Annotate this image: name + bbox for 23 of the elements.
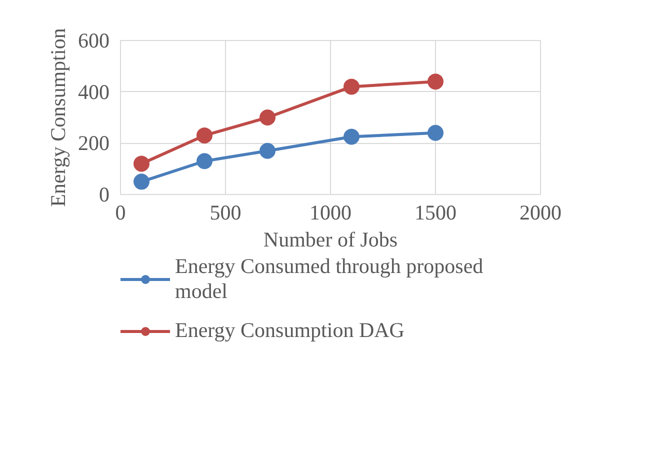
y-tick-label: 600 (78, 28, 110, 52)
point (344, 128, 360, 145)
legend-label: Energy Consumption DAG (175, 318, 404, 343)
x-tick-label: 1000 (310, 200, 352, 224)
legend-label: Energy Consumed through proposed model (175, 254, 484, 304)
x-axis-title: Number of Jobs (263, 228, 398, 252)
point (134, 174, 150, 190)
y-tick-label: 400 (78, 80, 110, 104)
point (260, 110, 276, 126)
point (196, 153, 212, 170)
x-tick-label: 2000 (520, 200, 562, 224)
point (428, 124, 444, 141)
x-tick-label: 0 (115, 200, 126, 224)
y-tick-label: 0 (99, 182, 110, 206)
point (344, 78, 360, 95)
point (196, 127, 212, 144)
y-tick-label: 200 (78, 131, 110, 156)
point (260, 142, 276, 159)
x-tick-label: 1500 (414, 200, 456, 224)
x-tick-label: 500 (210, 200, 242, 224)
point (134, 156, 150, 172)
y-axis-title: Energy Consumption (46, 28, 70, 207)
point (428, 74, 444, 90)
